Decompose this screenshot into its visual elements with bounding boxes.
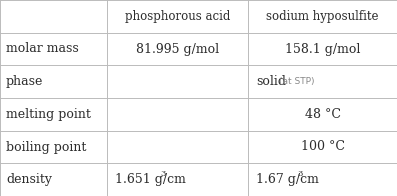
Text: phase: phase bbox=[6, 75, 43, 88]
Text: melting point: melting point bbox=[6, 108, 91, 121]
Text: sodium hyposulfite: sodium hyposulfite bbox=[266, 10, 379, 23]
Text: 158.1 g/mol: 158.1 g/mol bbox=[285, 43, 360, 55]
Text: density: density bbox=[6, 173, 52, 186]
Text: boiling point: boiling point bbox=[6, 141, 86, 153]
Text: 100 °C: 100 °C bbox=[301, 141, 345, 153]
Text: 48 °C: 48 °C bbox=[304, 108, 341, 121]
Text: phosphorous acid: phosphorous acid bbox=[125, 10, 230, 23]
Text: molar mass: molar mass bbox=[6, 43, 79, 55]
Text: 3: 3 bbox=[297, 170, 303, 178]
Text: (at STP): (at STP) bbox=[279, 77, 314, 86]
Text: solid: solid bbox=[256, 75, 286, 88]
Text: 1.651 g/cm: 1.651 g/cm bbox=[115, 173, 194, 186]
Text: 81.995 g/mol: 81.995 g/mol bbox=[136, 43, 219, 55]
Text: 1.67 g/cm: 1.67 g/cm bbox=[256, 173, 327, 186]
Text: 3: 3 bbox=[161, 170, 166, 178]
